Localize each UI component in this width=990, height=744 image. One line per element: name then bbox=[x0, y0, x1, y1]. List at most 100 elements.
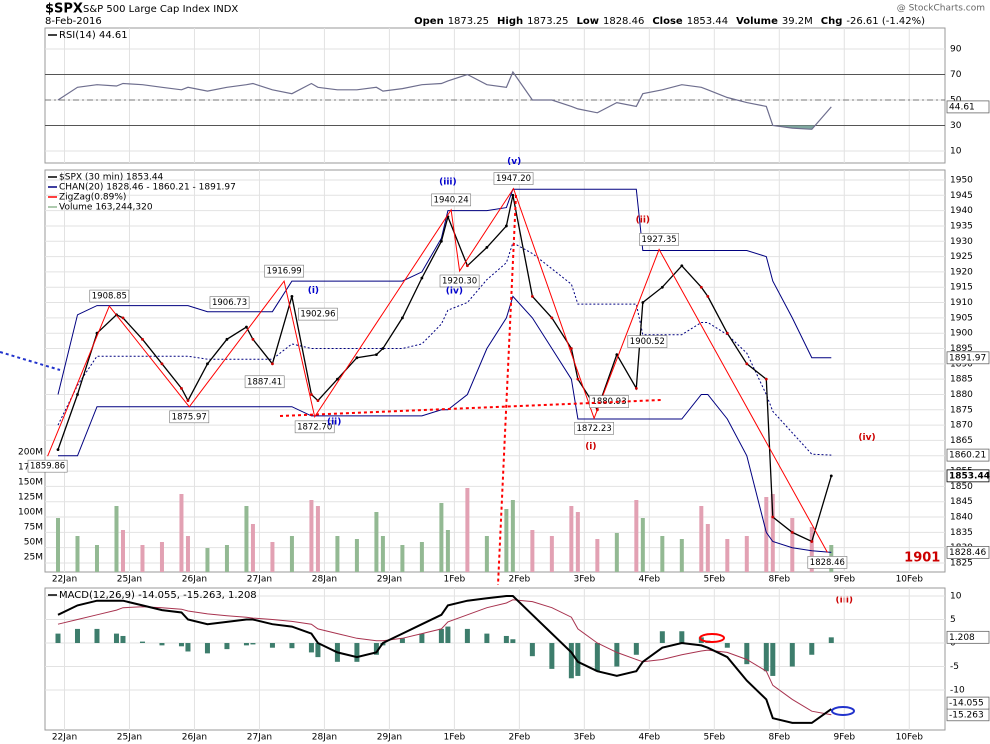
wave-label: (iv) bbox=[446, 286, 463, 296]
x-tick-label: 27Jan bbox=[247, 733, 272, 743]
volume-bar bbox=[439, 503, 444, 572]
volume-bar bbox=[705, 524, 710, 572]
volume-bar bbox=[270, 542, 275, 572]
price-point bbox=[550, 316, 554, 320]
y-tick-label: 1900 bbox=[950, 329, 973, 339]
y-tick-label: 1870 bbox=[950, 421, 973, 431]
pivot-label-box bbox=[169, 410, 210, 424]
y-tick-label: 1935 bbox=[950, 221, 973, 231]
quote-label: Volume bbox=[736, 16, 778, 27]
price-point bbox=[375, 353, 378, 357]
quote-label: Low bbox=[576, 16, 598, 27]
x-tick-label: 9Feb bbox=[833, 575, 855, 585]
price-point bbox=[160, 362, 164, 366]
red-trendline bbox=[279, 399, 663, 417]
wave-label: (ii) bbox=[636, 215, 650, 225]
wave-label: (ii) bbox=[327, 418, 341, 428]
volume-bar bbox=[179, 494, 184, 572]
y-tick-label: 1925 bbox=[950, 252, 973, 262]
price-point bbox=[699, 285, 703, 289]
volume-bar bbox=[315, 506, 320, 572]
volume-bar bbox=[595, 539, 600, 572]
y-tick-label: 1930 bbox=[950, 237, 973, 247]
quote-label: Close bbox=[652, 16, 683, 27]
red-ellipse bbox=[699, 633, 725, 643]
histogram-bar bbox=[614, 643, 620, 667]
x-tick-label: 1Feb bbox=[444, 575, 466, 585]
histogram-bar bbox=[679, 631, 685, 644]
price-point bbox=[401, 316, 404, 320]
panel-title: MACD(12,26,9) -14.055, -15.263, 1.208 bbox=[59, 590, 257, 601]
histogram-bar bbox=[529, 643, 535, 657]
price-point bbox=[829, 474, 833, 478]
volume-bar bbox=[75, 536, 80, 572]
y2-tick-label: 75M bbox=[24, 523, 43, 533]
histogram-bar bbox=[724, 643, 730, 648]
price-point bbox=[764, 377, 768, 381]
histogram-bar bbox=[159, 643, 165, 646]
histogram-bar bbox=[250, 643, 256, 645]
pivot-label-box bbox=[89, 289, 130, 303]
volume-bar bbox=[380, 536, 385, 572]
volume-bar bbox=[614, 533, 619, 572]
x-tick-label: 9Feb bbox=[833, 733, 855, 743]
x-tick-label: 10Feb bbox=[896, 575, 924, 585]
pivot-label: 1872.23 bbox=[577, 424, 612, 434]
date: 8-Feb-2016 bbox=[45, 16, 102, 27]
last-value-label: 1891.97 bbox=[949, 353, 986, 363]
rsi-line bbox=[57, 70, 832, 130]
volume-bar bbox=[510, 500, 515, 572]
volume-bar bbox=[55, 518, 60, 572]
credit: @ StockCharts.com bbox=[897, 4, 985, 14]
legend-label: ZigZag(0.89%) bbox=[59, 193, 126, 203]
pivot-label: 1887.41 bbox=[247, 377, 282, 387]
histogram-bar bbox=[308, 643, 314, 653]
x-tick-label: 29Jan bbox=[377, 733, 402, 743]
price-point bbox=[465, 264, 469, 268]
histogram-bar bbox=[185, 643, 191, 652]
last-value-label: 1860.21 bbox=[949, 451, 986, 461]
price-point bbox=[290, 295, 294, 298]
price-point bbox=[634, 386, 638, 390]
last-value-label: 1828.46 bbox=[949, 548, 986, 558]
legend-label: Volume 163,244,320 bbox=[59, 203, 153, 213]
x-tick-label: 2Feb bbox=[509, 733, 531, 743]
x-tick-label: 5Feb bbox=[703, 575, 725, 585]
y-tick-label: 1840 bbox=[950, 513, 973, 523]
quote-value: -26.61 (-1.42%) bbox=[846, 16, 925, 27]
price-point bbox=[76, 393, 79, 396]
price-point bbox=[615, 353, 619, 357]
histogram-bar bbox=[568, 643, 574, 679]
volume-bar bbox=[575, 512, 580, 572]
price-point bbox=[121, 316, 125, 320]
price-point bbox=[790, 530, 794, 534]
price-point bbox=[245, 325, 248, 329]
quote-value: 1873.25 bbox=[448, 16, 489, 27]
wave-label: (i) bbox=[308, 286, 319, 296]
pivot-label: 1927.35 bbox=[642, 235, 677, 245]
histogram-bar bbox=[503, 635, 509, 644]
volume-bar bbox=[354, 539, 359, 572]
x-tick-label: 2Feb bbox=[509, 575, 531, 585]
pivot-label-box bbox=[294, 420, 335, 434]
price-point bbox=[530, 295, 534, 298]
price-point bbox=[206, 362, 209, 366]
quote-value: 39.2M bbox=[782, 16, 813, 27]
histogram-bar bbox=[373, 643, 379, 655]
pivot-label: 1947.20 bbox=[496, 174, 531, 184]
volume-bar bbox=[770, 494, 775, 572]
histogram-bar bbox=[828, 637, 834, 644]
y-tick-label: 1875 bbox=[950, 405, 973, 415]
last-value-box bbox=[946, 469, 990, 483]
red-vertical-line bbox=[497, 194, 517, 586]
pivot-label-box bbox=[439, 274, 480, 288]
y-tick-label: 1890 bbox=[950, 359, 973, 369]
legend-label: $SPX (30 min) 1853.44 bbox=[59, 173, 164, 183]
price-point bbox=[310, 393, 313, 396]
histogram-bar bbox=[659, 631, 665, 644]
volume-bar bbox=[660, 536, 665, 572]
y-tick-label: 1905 bbox=[950, 313, 973, 323]
pivot-label-box bbox=[639, 233, 679, 246]
pivot-label: 1900.52 bbox=[630, 337, 665, 347]
quote-label: High bbox=[497, 16, 523, 27]
